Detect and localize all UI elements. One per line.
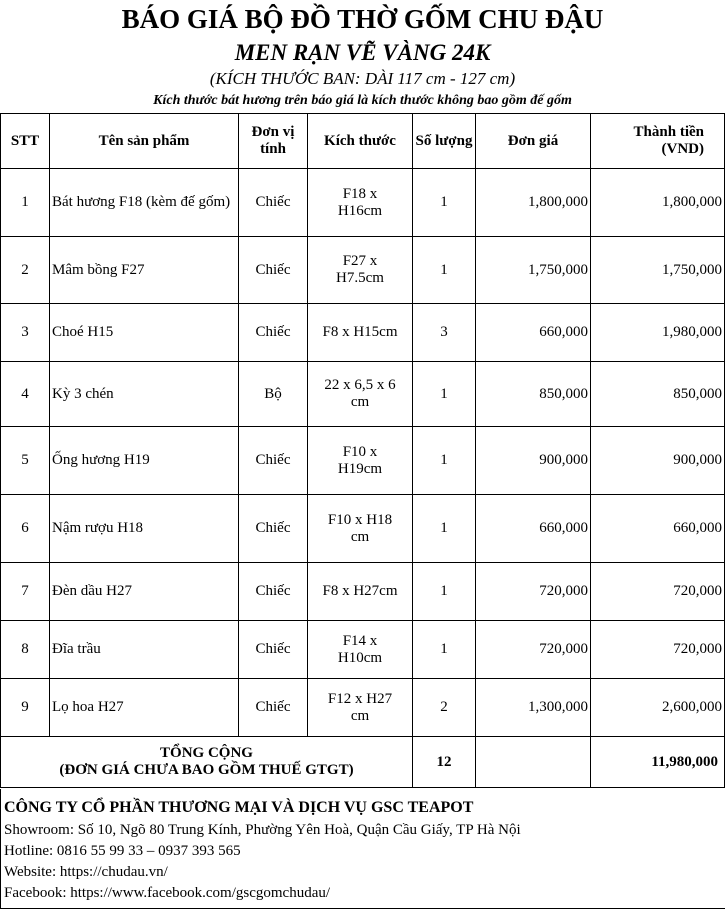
cell-qty: 1 (412, 620, 476, 679)
total-qty: 12 (412, 736, 476, 788)
cell-qty: 2 (412, 678, 476, 737)
cell-unit: Chiếc (238, 562, 308, 621)
cell-name: Lọ hoa H27 (49, 678, 239, 737)
cell-amount: 1,750,000 (590, 236, 725, 304)
doc-title: BÁO GIÁ BỘ ĐỒ THỜ GỐM CHU ĐẬU (121, 4, 604, 34)
cell-qty: 1 (412, 426, 476, 495)
company-footer: CÔNG TY CỔ PHẦN THƯƠNG MẠI VÀ DỊCH VỤ GS… (0, 789, 725, 909)
cell-unit: Chiếc (238, 426, 308, 495)
cell-price: 660,000 (475, 303, 591, 362)
cell-qty: 3 (412, 303, 476, 362)
cell-price: 720,000 (475, 562, 591, 621)
table-row: 9 Lọ hoa H27 Chiếc F12 x H27 cm 2 1,300,000 2,… (0, 678, 725, 737)
total-empty (475, 736, 591, 788)
cell-unit: Chiếc (238, 168, 308, 237)
table-row: 2 Mâm bồng F27 Chiếc F27 x H7.5cm 1 1,750,000… (0, 236, 725, 304)
col-total: Thành tiền (VND) (590, 113, 725, 169)
cell-size: F27 x H7.5cm (307, 236, 413, 304)
cell-amount: 2,600,000 (590, 678, 725, 737)
cell-unit: Chiếc (238, 236, 308, 304)
cell-price: 850,000 (475, 361, 591, 427)
total-amount: 11,980,000 (590, 736, 725, 788)
cell-amount: 1,980,000 (590, 303, 725, 362)
col-size: Kích thước (307, 113, 413, 169)
showroom: Showroom: Số 10, Ngõ 80 Trung Kính, Phườ… (4, 822, 521, 838)
price-table: STT Tên sản phẩm Đơn vị tính Kích thước … (0, 113, 725, 788)
cell-amount: 900,000 (590, 426, 725, 495)
company-name: CÔNG TY CỔ PHẦN THƯƠNG MẠI VÀ DỊCH VỤ GS… (4, 799, 474, 816)
cell-unit: Chiếc (238, 620, 308, 679)
cell-size: F14 x H10cm (307, 620, 413, 679)
table-row: 6 Nậm rượu H18 Chiếc F10 x H18 cm 1 660,000 66… (0, 494, 725, 563)
cell-price: 720,000 (475, 620, 591, 679)
cell-amount: 660,000 (590, 494, 725, 563)
table-row: 7 Đèn dầu H27 Chiếc F8 x H27cm 1 720,000 720,0… (0, 562, 725, 621)
note: Kích thước bát hương trên báo giá là kíc… (153, 93, 572, 108)
cell-unit: Chiếc (238, 303, 308, 362)
table-row: 1 Bát hương F18 (kèm đế gốm) Chiếc F18 x H1… (0, 168, 725, 237)
doc-subtitle: MEN RẠN VẼ VÀNG 24K (234, 40, 491, 65)
cell-size: 22 x 6,5 x 6 cm (307, 361, 413, 427)
cell-stt: 9 (0, 678, 50, 737)
cell-name: Đèn dầu H27 (49, 562, 239, 621)
cell-amount: 1,800,000 (590, 168, 725, 237)
table-row: 5 Ống hương H19 Chiếc F10 x H19cm 1 900,000 90… (0, 426, 725, 495)
table-row: 8 Đĩa trầu Chiếc F14 x H10cm 1 720,000 720,000 (0, 620, 725, 679)
cell-stt: 3 (0, 303, 50, 362)
cell-qty: 1 (412, 168, 476, 237)
cell-unit: Bộ (238, 361, 308, 427)
cell-amount: 720,000 (590, 562, 725, 621)
col-qty: Số lượng (412, 113, 476, 169)
cell-name: Bát hương F18 (kèm đế gốm) (49, 168, 239, 237)
size-note: (KÍCH THƯỚC BAN: DÀI 117 cm - 127 cm) (209, 69, 516, 88)
cell-unit: Chiếc (238, 494, 308, 563)
table-row: 4 Kỳ 3 chén Bộ 22 x 6,5 x 6 cm 1 850,000 850,0… (0, 361, 725, 427)
cell-price: 900,000 (475, 426, 591, 495)
cell-amount: 720,000 (590, 620, 725, 679)
cell-stt: 8 (0, 620, 50, 679)
cell-size: F10 x H19cm (307, 426, 413, 495)
cell-qty: 1 (412, 236, 476, 304)
cell-stt: 6 (0, 494, 50, 563)
cell-amount: 850,000 (590, 361, 725, 427)
col-unit: Đơn vị tính (238, 113, 308, 169)
col-stt: STT (0, 113, 50, 169)
facebook[interactable]: Facebook: https://www.facebook.com/gscgo… (4, 885, 331, 901)
total-row: TỔNG CỘNG (ĐƠN GIÁ CHƯA BAO GỒM THUẾ GTGT… (0, 736, 725, 788)
cell-name: Kỳ 3 chén (49, 361, 239, 427)
cell-stt: 1 (0, 168, 50, 237)
cell-name: Ống hương H19 (49, 426, 239, 495)
cell-stt: 4 (0, 361, 50, 427)
cell-size: F18 x H16cm (307, 168, 413, 237)
hotline: Hotline: 0816 55 99 33 – 0937 393 565 (4, 843, 241, 859)
cell-price: 1,800,000 (475, 168, 591, 237)
cell-size: F10 x H18 cm (307, 494, 413, 563)
cell-name: Đĩa trầu (49, 620, 239, 679)
cell-qty: 1 (412, 562, 476, 621)
cell-price: 1,300,000 (475, 678, 591, 737)
cell-size: F8 x H27cm (307, 562, 413, 621)
table-row: 3 Choé H15 Chiếc F8 x H15cm 3 660,000 1,980,00… (0, 303, 725, 362)
cell-size: F8 x H15cm (307, 303, 413, 362)
cell-unit: Chiếc (238, 678, 308, 737)
cell-name: Choé H15 (49, 303, 239, 362)
cell-price: 660,000 (475, 494, 591, 563)
cell-stt: 7 (0, 562, 50, 621)
col-price: Đơn giá (475, 113, 591, 169)
col-name: Tên sản phẩm (49, 113, 239, 169)
cell-price: 1,750,000 (475, 236, 591, 304)
cell-stt: 2 (0, 236, 50, 304)
cell-qty: 1 (412, 494, 476, 563)
website[interactable]: Website: https://chudau.vn/ (4, 864, 168, 880)
cell-qty: 1 (412, 361, 476, 427)
cell-size: F12 x H27 cm (307, 678, 413, 737)
cell-stt: 5 (0, 426, 50, 495)
cell-name: Nậm rượu H18 (49, 494, 239, 563)
table-header: STT Tên sản phẩm Đơn vị tính Kích thước … (0, 113, 725, 169)
total-label: TỔNG CỘNG (ĐƠN GIÁ CHƯA BAO GỒM THUẾ GTGT… (0, 736, 413, 788)
cell-name: Mâm bồng F27 (49, 236, 239, 304)
